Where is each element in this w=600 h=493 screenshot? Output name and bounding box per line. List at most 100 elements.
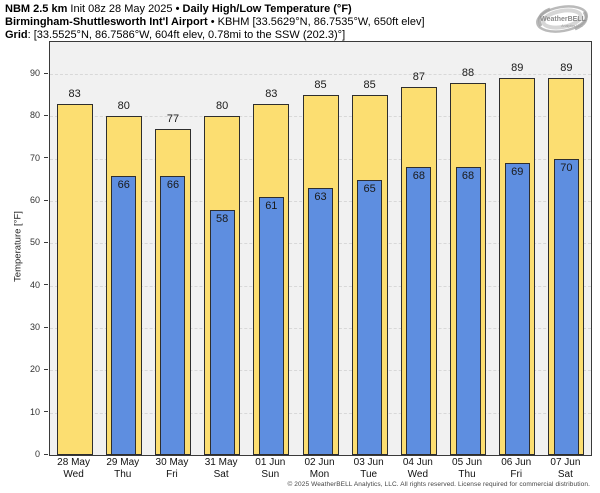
y-tick-label: 40 [29,279,40,290]
x-tick-label: 02 Jun Mon [288,457,352,480]
x-tick-weekday: Fri [510,468,523,480]
x-tick-weekday: Sun [261,468,280,480]
x-tick-label: 05 Jun Thu [435,457,499,480]
high-value-label: 85 [363,79,376,92]
high-value-label: 85 [314,79,327,92]
logo-subtext: Analytics LLC [561,24,583,28]
init-time: Init 08z 28 May 2025 [67,3,176,15]
x-tick-date: 01 Jun [255,457,286,468]
y-tick-label: 90 [29,68,40,79]
x-tick-date: 04 Jun [402,457,433,468]
x-tick-date: 05 Jun [452,457,483,468]
copyright-notice: © 2025 WeatherBELL Analytics, LLC. All r… [287,481,590,488]
low-bar [258,196,284,455]
x-tick-label: 01 Jun Sun [238,457,302,480]
y-tick-mark [44,326,48,328]
x-tick-date: 28 May [57,457,90,468]
x-tick-weekday: Thu [458,468,476,480]
gridline [50,74,591,76]
x-tick-label: 29 May Thu [91,457,155,480]
x-tick-weekday: Sat [557,468,573,480]
low-value-label: 61 [265,199,278,212]
product-title: • Daily High/Low Temperature (°F) [175,3,352,15]
model-name: NBM 2.5 km [5,3,68,15]
y-tick-label: 80 [29,110,40,121]
low-bar [406,167,432,455]
low-bar [160,175,186,455]
x-tick-weekday: Sat [213,468,229,480]
low-value-label: 68 [461,170,475,183]
header-line-1: NBM 2.5 km Init 08z 28 May 2025 • Daily … [5,3,425,16]
header-line-3: Grid: [33.5525°N, 86.7586°W, 604ft elev,… [5,29,425,42]
x-tick-label: 06 Jun Fri [484,457,548,480]
high-value-label: 83 [265,87,278,100]
chart-header: NBM 2.5 km Init 08z 28 May 2025 • Daily … [5,3,425,42]
high-value-label: 88 [461,66,475,79]
header-line-2: Birmingham-Shuttlesworth Int'l Airport •… [5,16,425,29]
y-tick-label: 70 [29,152,40,163]
x-tick-weekday: Fri [166,468,178,480]
grid-label: Grid [5,29,28,41]
y-tick-label: 60 [29,195,40,206]
low-bar [553,158,579,455]
plot-area: 83 80 66 77 66 80 58 83 61 85 63 85 65 87 68 88 68 89 69 89… [49,41,592,456]
station-coords: • KBHM [33.5629°N, 86.7535°W, 650ft elev… [207,16,425,28]
x-tick-date: 29 May [106,457,140,468]
x-tick-weekday: Thu [114,468,132,480]
logo-text: WeatherBELL [540,16,586,23]
x-tick-weekday: Wed [407,468,429,480]
station-name: Birmingham-Shuttlesworth Int'l Airport [5,16,208,28]
low-value-label: 65 [363,182,376,195]
high-value-label: 80 [117,100,130,113]
y-tick-label: 0 [34,449,40,459]
weatherbell-logo-icon: WeatherBELL Analytics LLC [536,5,588,33]
high-value-label: 89 [511,62,524,75]
x-tick-label: 04 Jun Wed [386,457,450,480]
y-tick-label: 50 [29,237,40,248]
high-value-label: 89 [560,62,573,75]
high-value-label: 83 [68,87,81,100]
x-tick-weekday: Wed [63,468,84,480]
low-value-label: 69 [511,166,524,179]
y-tick-mark [44,284,48,286]
y-tick-label: 30 [29,322,40,333]
low-value-label: 58 [216,212,229,225]
x-tick-weekday: Tue [360,468,378,480]
high-value-label: 80 [216,100,229,113]
y-tick-label: 10 [29,406,40,417]
low-value-label: 70 [560,161,573,174]
x-tick-date: 06 Jun [501,457,532,468]
x-tick-date: 03 Jun [353,457,384,468]
low-value-label: 66 [117,178,130,191]
high-value-label: 77 [166,113,180,126]
x-tick-label: 07 Jun Sat [533,457,597,480]
low-value-label: 63 [314,191,327,204]
y-tick-mark [44,368,48,370]
x-tick-date: 02 Jun [304,457,335,468]
y-tick-mark [44,453,48,455]
x-tick-date: 31 May [204,457,238,468]
high-value-label: 87 [412,70,425,83]
low-value-label: 68 [412,170,425,183]
x-tick-label: 30 May Fri [140,457,204,480]
low-bar [209,209,235,455]
low-value-label: 66 [166,178,180,191]
x-tick-label: 28 May Wed [42,457,106,480]
y-tick-label: 20 [29,364,40,375]
x-tick-label: 31 May Sat [189,457,253,480]
y-tick-mark [44,72,48,74]
y-tick-mark [44,114,48,116]
x-tick-weekday: Mon [309,468,330,480]
low-bar [504,163,530,455]
y-tick-mark [44,199,48,201]
y-tick-mark [44,411,48,413]
y-tick-mark [44,157,48,159]
y-tick-mark [44,241,48,243]
x-tick-date: 30 May [155,457,189,468]
x-tick-date: 07 Jun [550,457,581,468]
grid-coords: : [33.5525°N, 86.7586°W, 604ft elev, 0.7… [27,29,346,41]
low-bar [308,188,333,455]
low-bar [357,179,383,455]
low-bar [455,167,481,455]
